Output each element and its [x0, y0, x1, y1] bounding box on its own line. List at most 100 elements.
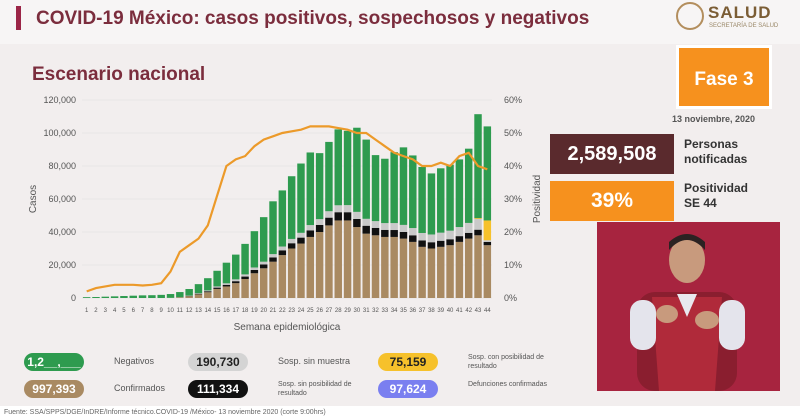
legend-sosp-sin-muestra: 190,730 Sosp. sin muestra	[188, 353, 358, 371]
bar-segment	[343, 212, 352, 221]
x-tick-label: 15	[214, 308, 221, 314]
bar-segment	[362, 139, 370, 219]
bar-segment	[483, 240, 492, 242]
bar-segment	[390, 230, 398, 237]
bar-segment	[418, 166, 426, 233]
y2-tick-label: 10%	[504, 260, 522, 270]
x-tick-label: 28	[335, 308, 342, 314]
bar-segment	[343, 130, 352, 206]
x-tick-label: 22	[279, 308, 286, 314]
bar-segment	[464, 222, 473, 233]
bar-segment	[334, 129, 342, 206]
bar-segment	[250, 269, 259, 274]
bar-segment	[446, 239, 454, 246]
bar-segment	[315, 224, 324, 232]
bar-segment	[213, 286, 221, 288]
bar-segment	[464, 232, 473, 239]
x-axis-label: Semana epidemiológica	[234, 322, 341, 333]
bar-segment	[241, 243, 249, 275]
bar-segment	[278, 255, 287, 298]
bar-segment	[204, 292, 212, 298]
bar-segment	[297, 243, 305, 298]
x-tick-label: 40	[447, 308, 454, 314]
bar-segment	[362, 233, 370, 298]
bar-segment	[278, 246, 287, 251]
bar-segment	[325, 225, 333, 298]
bar-segment	[437, 240, 445, 247]
bar-segment	[474, 218, 482, 230]
bar-segment	[446, 230, 454, 240]
bar-segment	[455, 241, 464, 298]
bar-segment	[353, 211, 361, 219]
bar-segment	[259, 268, 268, 298]
bar-segment	[381, 158, 389, 224]
bar-segment	[269, 201, 277, 255]
bar-segment	[409, 241, 417, 298]
positividad-label-line1: Positividad	[684, 181, 749, 195]
bar-segment	[427, 248, 436, 298]
bar-segment	[306, 230, 315, 237]
fase-badge: Fase 3	[676, 45, 772, 109]
legend-sosp-sin-posibilidad-value: 111,334	[188, 380, 248, 398]
x-tick-label: 19	[251, 308, 258, 314]
bar-segment	[343, 205, 352, 213]
bar-segment	[483, 220, 492, 241]
x-tick-label: 6	[132, 308, 136, 314]
title-accent-bar	[16, 6, 21, 30]
bar-segment	[353, 127, 361, 212]
seal-icon	[676, 2, 704, 30]
y2-axis-label: Positividad	[532, 175, 543, 223]
y-tick-label: 120,000	[43, 95, 76, 105]
bar-segment	[390, 236, 398, 298]
legend-defunciones: 97,624 Defunciones confirmadas	[378, 380, 578, 398]
x-tick-label: 32	[372, 308, 379, 314]
x-tick-label: 44	[484, 308, 491, 314]
report-date: 13 noviembre, 2020	[672, 114, 756, 124]
bar-segment	[362, 218, 370, 226]
x-tick-label: 13	[195, 308, 202, 314]
interpreter-figure	[597, 222, 780, 391]
x-tick-label: 17	[232, 308, 239, 314]
legend-sosp-sin-muestra-value: 190,730	[188, 353, 248, 371]
source-footer: Fuente: SSA/SPPS/DGE/InDRE/Informe técni…	[0, 406, 800, 419]
bar-segment	[381, 229, 389, 237]
x-tick-label: 33	[381, 308, 388, 314]
y2-tick-label: 60%	[504, 95, 522, 105]
bar-segment	[334, 220, 342, 298]
bar-segment	[334, 212, 342, 221]
bar-segment	[232, 281, 240, 284]
positividad-value: 39%	[550, 181, 674, 221]
bar-segment	[250, 231, 259, 268]
bar-segment	[269, 257, 277, 262]
bar-segment	[427, 242, 436, 249]
bar-segment	[222, 283, 231, 285]
bar-segment	[455, 159, 464, 228]
bar-segment	[306, 236, 315, 298]
y2-tick-label: 40%	[504, 161, 522, 171]
x-tick-label: 27	[326, 308, 333, 314]
x-tick-label: 41	[456, 308, 463, 314]
bar-segment	[138, 295, 147, 298]
bar-segment	[315, 153, 324, 220]
bar-segment	[222, 286, 231, 298]
x-tick-label: 10	[167, 308, 174, 314]
bar-segment	[381, 223, 389, 230]
bar-segment	[390, 223, 398, 231]
salud-logo: SALUD SECRETARÍA DE SALUD	[676, 2, 786, 34]
bar-segment	[437, 232, 445, 241]
legend-confirmados: 997,393 Confirmados	[24, 380, 184, 398]
legend-sosp-con-posibilidad: 75,159 Sosp. con posibilidad de resultad…	[378, 353, 578, 371]
x-tick-label: 14	[204, 308, 211, 314]
bar-segment	[353, 227, 361, 298]
bar-segment	[427, 173, 436, 235]
bar-segment	[185, 296, 193, 298]
bar-segment	[371, 221, 380, 228]
bar-segment	[437, 168, 445, 233]
y-tick-label: 20,000	[48, 260, 76, 270]
bar-segment	[222, 262, 231, 284]
bar-segment	[409, 155, 417, 229]
x-tick-label: 12	[186, 308, 193, 314]
bar-segment	[213, 288, 221, 298]
legend-confirmados-value: 997,393	[24, 380, 84, 398]
bar-segment	[418, 246, 426, 298]
